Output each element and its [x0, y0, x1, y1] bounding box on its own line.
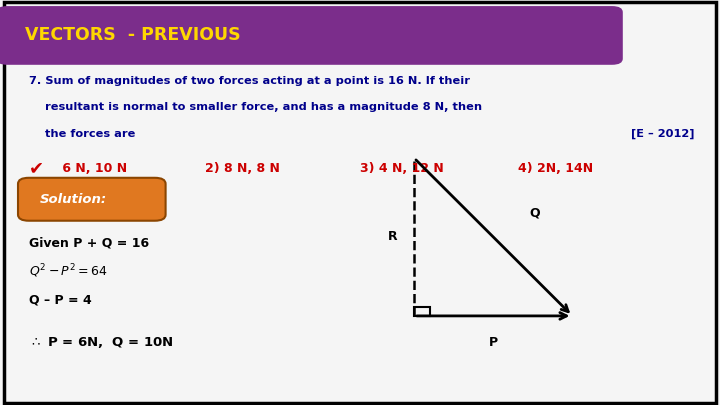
Text: 3) 4 N, 12 N: 3) 4 N, 12 N: [360, 162, 444, 175]
Text: $\therefore$ P = 6N,  Q = 10N: $\therefore$ P = 6N, Q = 10N: [29, 335, 174, 350]
Text: resultant is normal to smaller force, and has a magnitude 8 N, then: resultant is normal to smaller force, an…: [29, 102, 482, 112]
FancyBboxPatch shape: [4, 2, 716, 403]
Text: P: P: [489, 336, 498, 349]
Text: Q – P = 4: Q – P = 4: [29, 293, 91, 306]
Text: VECTORS  - PREVIOUS: VECTORS - PREVIOUS: [25, 26, 240, 44]
Text: [E – 2012]: [E – 2012]: [631, 128, 695, 139]
Text: Q: Q: [529, 206, 540, 219]
Text: 2) 8 N, 8 N: 2) 8 N, 8 N: [205, 162, 280, 175]
Text: the forces are: the forces are: [29, 129, 135, 139]
FancyBboxPatch shape: [18, 178, 166, 221]
Text: Solution:: Solution:: [40, 193, 107, 206]
Text: 7. Sum of magnitudes of two forces acting at a point is 16 N. If their: 7. Sum of magnitudes of two forces actin…: [29, 76, 470, 86]
Text: R: R: [388, 230, 397, 243]
FancyBboxPatch shape: [0, 6, 623, 65]
Text: 4) 2N, 14N: 4) 2N, 14N: [518, 162, 593, 175]
Text: 6 N, 10 N: 6 N, 10 N: [58, 162, 127, 175]
Text: ✔: ✔: [29, 159, 44, 177]
Text: $Q^2 - P^2 = 64$: $Q^2 - P^2 = 64$: [29, 262, 107, 280]
Text: Given P + Q = 16: Given P + Q = 16: [29, 237, 149, 249]
